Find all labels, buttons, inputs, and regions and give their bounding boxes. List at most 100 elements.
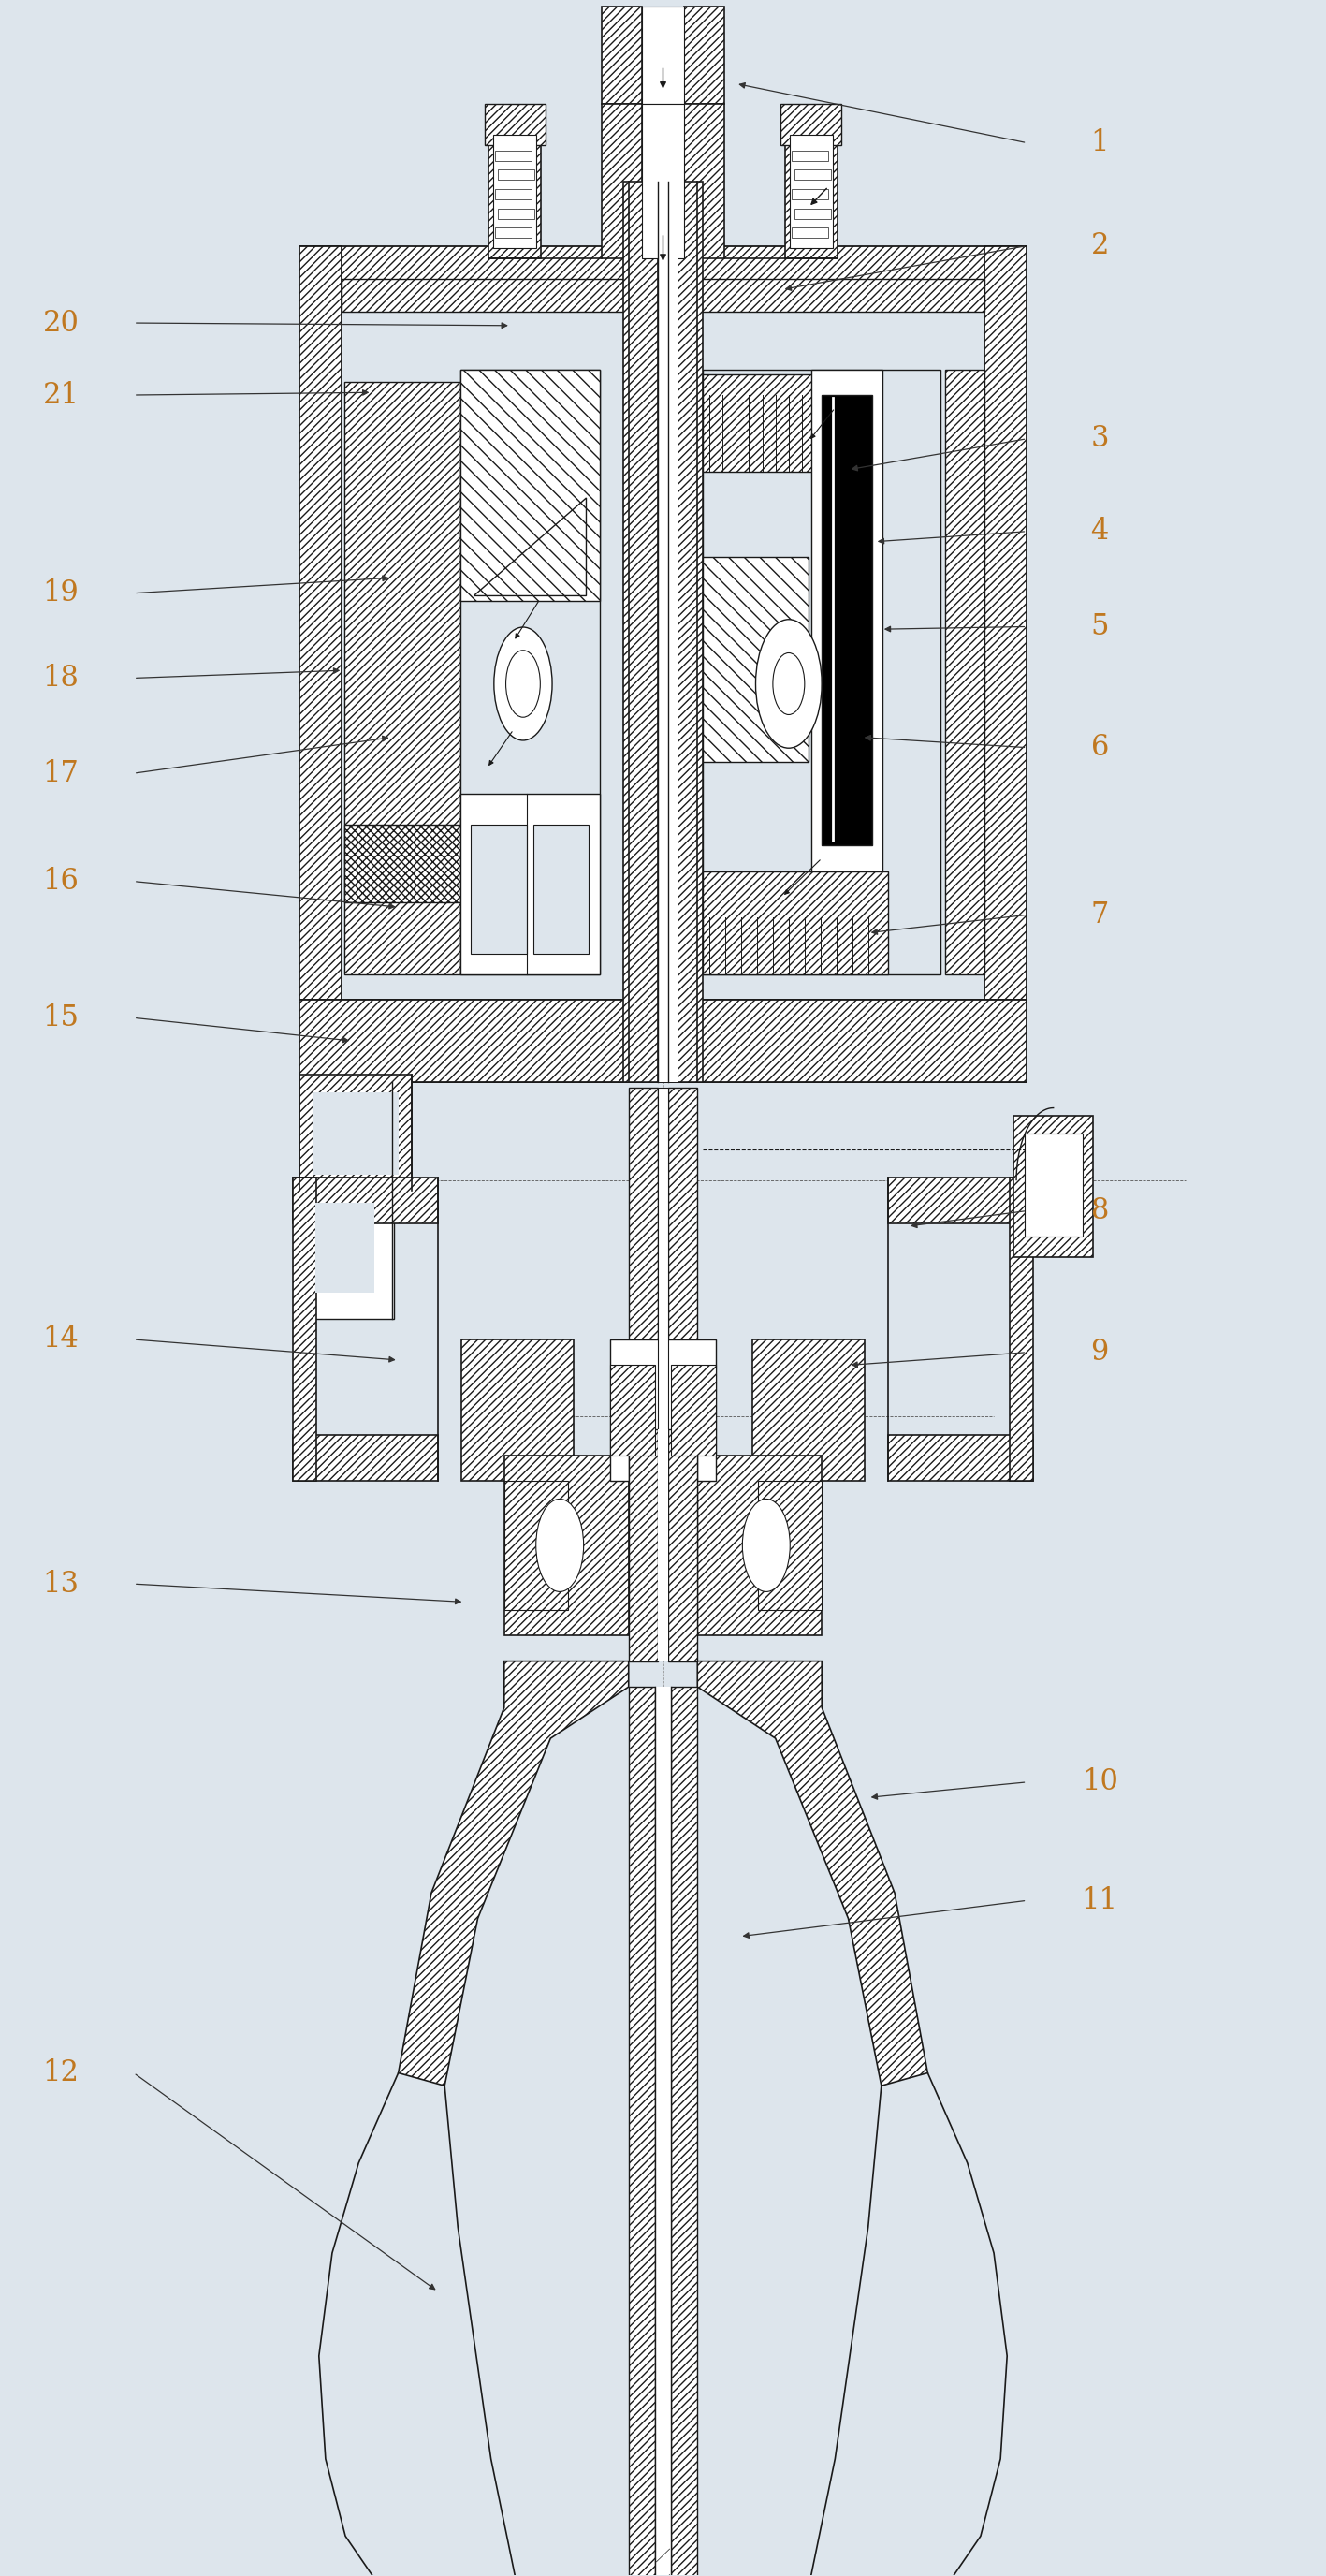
Bar xyxy=(460,793,599,974)
Circle shape xyxy=(756,618,822,747)
Bar xyxy=(629,1087,658,1448)
Text: 17: 17 xyxy=(42,760,80,788)
Text: 14: 14 xyxy=(42,1324,80,1355)
Bar xyxy=(684,103,724,258)
Circle shape xyxy=(505,649,540,716)
Text: 19: 19 xyxy=(42,580,80,608)
Bar xyxy=(493,134,536,247)
Bar xyxy=(752,1340,865,1481)
Bar xyxy=(629,1687,655,2576)
Text: 21: 21 xyxy=(42,381,80,410)
Text: 20: 20 xyxy=(42,309,80,337)
Bar xyxy=(300,245,1026,312)
Bar xyxy=(610,1340,716,1481)
Bar xyxy=(343,381,460,974)
Bar xyxy=(488,108,541,258)
Bar xyxy=(781,103,842,144)
Bar xyxy=(313,1092,398,1175)
Bar xyxy=(790,134,833,247)
Bar xyxy=(642,8,684,103)
Bar xyxy=(703,556,809,762)
Bar xyxy=(671,1365,716,1455)
Bar xyxy=(293,1435,438,1481)
Text: 12: 12 xyxy=(42,2058,80,2087)
Bar xyxy=(945,368,985,974)
Bar xyxy=(316,1203,374,1293)
Bar xyxy=(497,209,534,219)
Bar xyxy=(484,103,545,144)
Bar xyxy=(658,1087,668,1448)
Text: 16: 16 xyxy=(42,868,80,896)
Bar xyxy=(642,103,684,258)
Bar xyxy=(655,1687,671,2576)
Bar xyxy=(888,1435,1033,1481)
Bar xyxy=(1013,1115,1093,1257)
Circle shape xyxy=(743,1499,790,1592)
Bar xyxy=(794,209,831,219)
Bar xyxy=(460,368,599,974)
Text: 18: 18 xyxy=(42,665,80,693)
Polygon shape xyxy=(697,1662,928,2087)
Bar xyxy=(792,188,829,198)
Circle shape xyxy=(773,652,805,714)
Text: 9: 9 xyxy=(1091,1337,1109,1368)
Text: 4: 4 xyxy=(1091,518,1109,546)
Text: 13: 13 xyxy=(42,1569,80,1600)
Bar xyxy=(785,108,838,258)
Bar xyxy=(794,170,831,180)
Text: 5: 5 xyxy=(1090,613,1109,641)
Bar xyxy=(703,871,888,974)
Bar xyxy=(497,170,534,180)
Bar xyxy=(495,227,532,237)
Bar xyxy=(629,1455,697,1636)
Bar xyxy=(460,368,599,600)
Bar xyxy=(1009,1177,1033,1481)
Circle shape xyxy=(495,626,552,739)
Bar xyxy=(300,999,1026,1082)
Text: 10: 10 xyxy=(1082,1767,1118,1795)
Bar xyxy=(703,368,941,974)
Bar xyxy=(504,1455,629,1636)
Bar xyxy=(623,180,658,1082)
Bar xyxy=(471,824,526,953)
Bar xyxy=(602,8,642,103)
Bar xyxy=(300,245,341,999)
Bar xyxy=(343,824,460,902)
Bar xyxy=(602,103,642,258)
Text: 6: 6 xyxy=(1091,734,1109,762)
Bar xyxy=(341,278,985,312)
Text: 8: 8 xyxy=(1091,1195,1109,1226)
Bar xyxy=(504,1481,568,1610)
Bar xyxy=(495,149,532,160)
Text: 1: 1 xyxy=(1090,129,1109,157)
Bar xyxy=(293,1177,317,1481)
Bar xyxy=(671,1687,697,2576)
Bar xyxy=(658,1430,668,1662)
Bar xyxy=(703,374,815,471)
Polygon shape xyxy=(473,497,586,595)
Bar xyxy=(1024,1133,1082,1236)
Bar xyxy=(658,180,679,1082)
Bar xyxy=(293,1177,438,1224)
Bar xyxy=(629,1430,658,1662)
Bar xyxy=(697,1455,822,1636)
Bar xyxy=(888,1177,1033,1224)
Bar xyxy=(792,227,829,237)
Bar xyxy=(300,1074,411,1190)
Circle shape xyxy=(536,1499,583,1592)
Bar xyxy=(668,1430,697,1662)
Bar xyxy=(495,188,532,198)
Text: 2: 2 xyxy=(1090,232,1109,260)
Bar xyxy=(533,824,589,953)
Bar xyxy=(985,245,1026,999)
Text: 11: 11 xyxy=(1082,1886,1118,1914)
Bar xyxy=(341,296,985,999)
Bar xyxy=(758,1481,822,1610)
Bar xyxy=(302,1177,394,1319)
Polygon shape xyxy=(398,1662,629,2087)
Bar xyxy=(668,180,703,1082)
Text: 15: 15 xyxy=(42,1002,80,1033)
Bar xyxy=(463,381,579,974)
Bar xyxy=(610,1365,655,1455)
Bar xyxy=(822,394,873,845)
